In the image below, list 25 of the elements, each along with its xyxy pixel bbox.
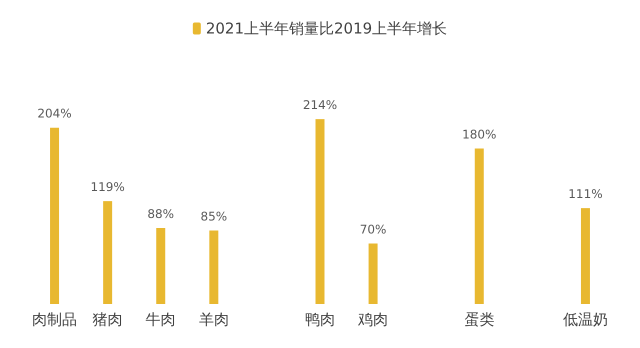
data-label: 111% [568, 187, 603, 202]
bar [50, 128, 60, 304]
x-tick-label: 肉制品 [32, 310, 78, 328]
bar [580, 208, 590, 304]
legend-label: 2021上半年销量比2019上半年增长 [206, 20, 448, 38]
x-tick-label: 羊肉 [198, 310, 229, 328]
x-tick-label: 低温奶 [562, 310, 608, 328]
data-label: 85% [200, 210, 228, 224]
bar [316, 119, 324, 304]
bar [209, 230, 218, 304]
x-tick-label: 蛋类 [464, 310, 494, 328]
bar [156, 228, 166, 304]
bar [103, 201, 112, 304]
data-label: 214% [302, 98, 338, 112]
data-label: 88% [147, 206, 174, 221]
x-tick-label: 猪肉 [92, 310, 123, 328]
data-label: 180% [462, 127, 496, 142]
data-label: 70% [360, 222, 386, 237]
x-tick-label: 牛肉 [146, 310, 176, 328]
x-tick-label: 鸡肉 [357, 310, 388, 328]
data-label: 119% [90, 180, 125, 194]
bar [368, 244, 378, 304]
data-label: 204% [37, 106, 72, 121]
bar [474, 148, 484, 304]
x-tick-label: 鸭肉 [305, 310, 335, 328]
